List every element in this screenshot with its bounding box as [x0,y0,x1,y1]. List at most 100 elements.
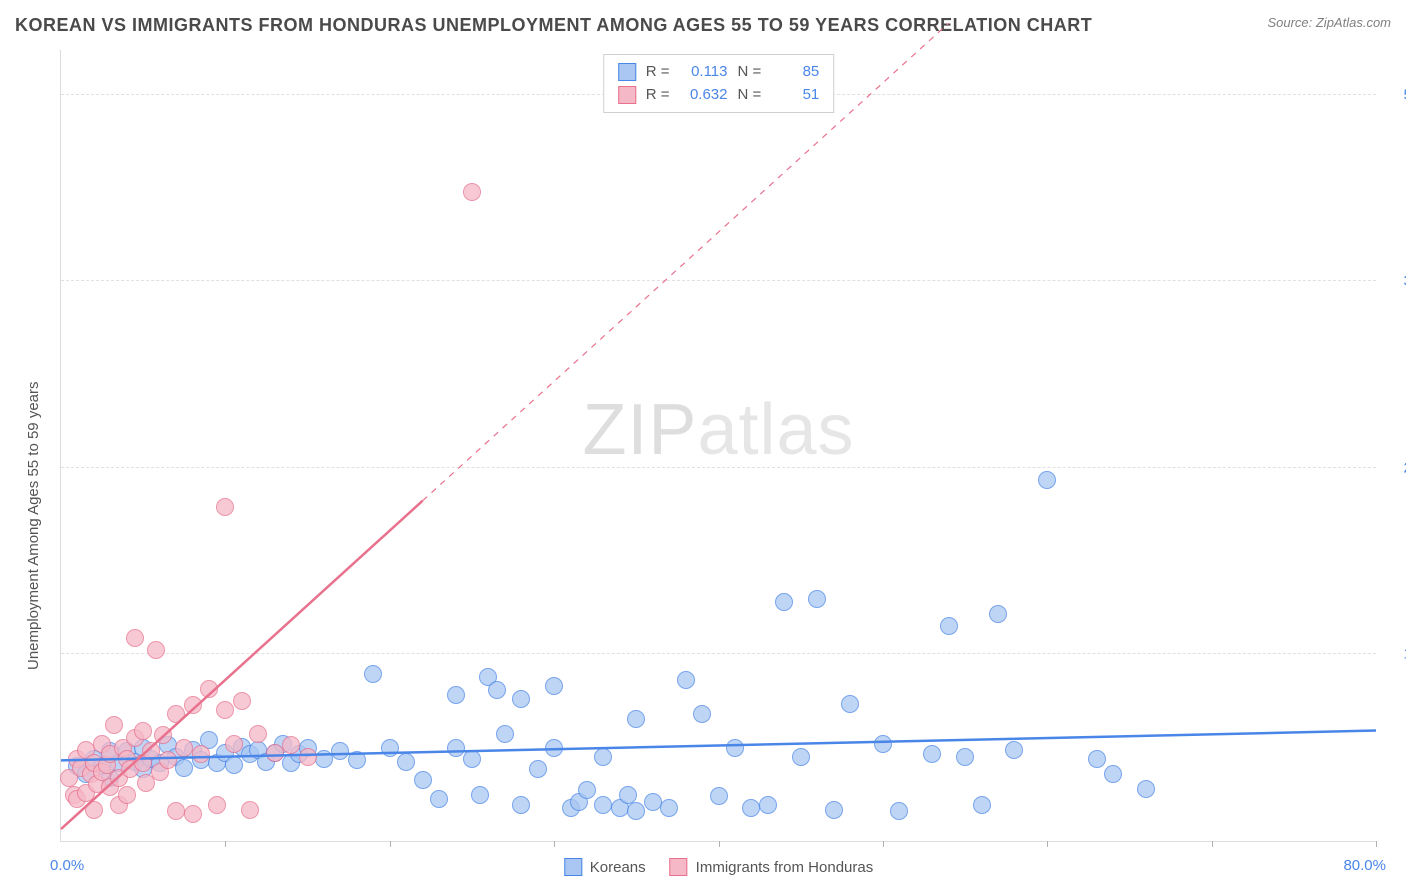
data-point [241,801,259,819]
data-point [644,793,662,811]
plot-area: ZIPatlas R = 0.113 N = 85 R = 0.632 N = … [60,50,1376,842]
x-max-label: 80.0% [1343,857,1386,874]
chart-header: KOREAN VS IMMIGRANTS FROM HONDURAS UNEMP… [15,15,1391,36]
data-point [364,665,382,683]
data-point [578,781,596,799]
data-point [167,802,185,820]
source-attribution: Source: ZipAtlas.com [1267,15,1391,30]
x-tick [1212,841,1213,847]
data-point [118,786,136,804]
data-point [471,786,489,804]
data-point [105,716,123,734]
data-point [159,751,177,769]
data-point [956,748,974,766]
legend-label-honduras: Immigrants from Honduras [696,859,874,876]
data-point [126,629,144,647]
data-point [147,641,165,659]
data-point [447,739,465,757]
legend-row-koreans: R = 0.113 N = 85 [618,61,820,84]
data-point [1088,750,1106,768]
legend-row-honduras: R = 0.632 N = 51 [618,84,820,107]
data-point [627,710,645,728]
data-point [397,753,415,771]
data-point [874,735,892,753]
r-value-honduras: 0.632 [680,84,728,107]
x-min-label: 0.0% [50,857,84,874]
data-point [1104,765,1122,783]
data-point [154,726,172,744]
y-tick-label: 50.0% [1386,86,1406,103]
data-point [742,799,760,817]
swatch-honduras [618,86,636,104]
data-point [249,725,267,743]
trend-lines [61,50,1376,841]
y-axis-label: Unemployment Among Ages 55 to 59 years [25,381,42,670]
data-point [677,671,695,689]
data-point [233,692,251,710]
data-point [792,748,810,766]
correlation-legend: R = 0.113 N = 85 R = 0.632 N = 51 [603,54,835,113]
gridline [61,467,1376,468]
swatch-honduras-icon [670,858,688,876]
data-point [594,748,612,766]
data-point [134,722,152,740]
data-point [331,742,349,760]
data-point [85,801,103,819]
x-tick [390,841,391,847]
data-point [488,681,506,699]
data-point [973,796,991,814]
data-point [225,756,243,774]
data-point [529,760,547,778]
data-point [200,680,218,698]
data-point [923,745,941,763]
x-tick [1047,841,1048,847]
data-point [775,593,793,611]
data-point [512,796,530,814]
data-point [759,796,777,814]
data-point [142,742,160,760]
data-point [381,739,399,757]
x-tick [225,841,226,847]
data-point [808,590,826,608]
data-point [1038,471,1056,489]
data-point [266,744,284,762]
data-point [184,805,202,823]
data-point [594,796,612,814]
data-point [299,748,317,766]
data-point [447,686,465,704]
n-value-honduras: 51 [771,84,819,107]
data-point [225,735,243,753]
data-point [660,799,678,817]
data-point [545,739,563,757]
swatch-koreans [618,63,636,81]
legend-label-koreans: Koreans [590,859,646,876]
data-point [463,750,481,768]
data-point [184,696,202,714]
y-tick-label: 12.5% [1386,646,1406,663]
n-value-koreans: 85 [771,61,819,84]
data-point [512,690,530,708]
data-point [726,739,744,757]
series-legend: Koreans Immigrants from Honduras [564,858,873,876]
chart-title: KOREAN VS IMMIGRANTS FROM HONDURAS UNEMP… [15,15,1092,36]
data-point [216,498,234,516]
data-point [940,617,958,635]
gridline [61,280,1376,281]
data-point [175,739,193,757]
data-point [710,787,728,805]
data-point [890,802,908,820]
data-point [1137,780,1155,798]
data-point [192,745,210,763]
data-point [619,786,637,804]
x-tick [1376,841,1377,847]
y-tick-label: 25.0% [1386,459,1406,476]
legend-item-koreans: Koreans [564,858,646,876]
data-point [825,801,843,819]
data-point [414,771,432,789]
plot-wrapper: Unemployment Among Ages 55 to 59 years Z… [60,50,1376,842]
data-point [216,701,234,719]
data-point [1005,741,1023,759]
data-point [208,796,226,814]
y-tick-label: 37.5% [1386,273,1406,290]
data-point [989,605,1007,623]
